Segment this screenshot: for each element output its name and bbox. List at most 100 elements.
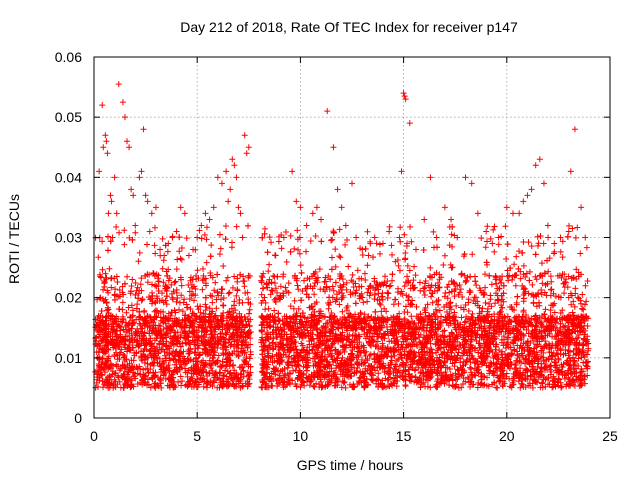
data-point-cloud: [384, 289, 391, 296]
data-point-cloud: [178, 282, 185, 289]
data-point-cloud: [119, 299, 126, 306]
data-point-cloud: [172, 278, 179, 285]
data-point-cloud: [223, 277, 230, 284]
data-point-cloud: [401, 231, 408, 238]
data-point-cloud: [364, 298, 371, 305]
data-point-cloud: [345, 263, 352, 270]
data-point-cloud: [362, 276, 369, 283]
data-point-cloud: [132, 280, 139, 287]
data-point-cloud: [258, 291, 265, 298]
data-point-cloud: [367, 351, 374, 358]
data-point-cloud: [517, 275, 524, 282]
data-point-cloud: [177, 373, 184, 380]
data-point-cloud: [559, 307, 566, 314]
data-point-cloud: [267, 291, 274, 298]
data-point-cloud: [513, 253, 520, 260]
data-point-cloud: [557, 248, 564, 255]
data-point-cloud: [452, 286, 459, 293]
data-point-cloud: [99, 266, 106, 273]
data-point-cloud: [173, 266, 180, 273]
data-point-cloud: [465, 308, 472, 315]
data-point-cloud: [476, 334, 483, 341]
data-point-cloud: [494, 384, 501, 391]
data-point-cloud: [548, 286, 555, 293]
data-point-cloud: [512, 282, 519, 289]
data-point-cloud: [151, 242, 158, 249]
data-point-cloud: [565, 294, 572, 301]
data-point-cloud: [199, 286, 206, 293]
data-point-cloud: [468, 313, 475, 320]
data-point-cloud: [542, 306, 549, 313]
data-point-cloud: [392, 296, 399, 303]
data-point-cloud: [493, 384, 500, 391]
data-point-cloud: [449, 382, 456, 389]
data-point-cloud: [213, 296, 220, 303]
data-point-cloud: [404, 309, 411, 316]
data-point-cloud: [176, 306, 183, 313]
data-point-cloud: [202, 301, 209, 308]
data-point-cloud: [106, 265, 113, 272]
data-point-cloud: [339, 354, 346, 361]
data-point-cloud: [503, 256, 510, 263]
data-point-cloud: [173, 298, 180, 305]
data-point-cloud: [343, 286, 350, 293]
data-point-cloud: [220, 294, 227, 301]
data-point-cloud: [332, 263, 339, 270]
data-point-cloud: [478, 235, 485, 242]
data-point-cloud: [129, 276, 136, 283]
data-point-cloud: [408, 378, 415, 385]
data-point-cloud: [532, 378, 539, 385]
data-point-cloud: [467, 289, 474, 296]
data-point-cloud: [145, 381, 152, 388]
data-point-cloud: [568, 301, 575, 308]
data-point-cloud: [113, 223, 120, 230]
data-point-cloud: [544, 222, 551, 229]
data-point-cloud: [229, 239, 236, 246]
data-point-cloud: [377, 301, 384, 308]
data-point-cloud: [266, 234, 273, 241]
data-point-cloud: [543, 323, 550, 330]
data-point-cloud: [273, 334, 280, 341]
data-point-cloud: [389, 251, 396, 258]
data-point-cloud: [486, 300, 493, 307]
data-point-cloud: [534, 233, 541, 240]
data-point-cloud: [354, 267, 361, 274]
data-point-cloud: [545, 268, 552, 275]
data-point-cloud: [217, 331, 224, 338]
data-point-cloud: [96, 271, 103, 278]
data-point-cloud: [572, 290, 579, 297]
data-point-cloud: [397, 238, 404, 245]
data-point-cloud: [128, 302, 135, 309]
data-point-cloud: [407, 285, 414, 292]
data-point-cloud: [432, 306, 439, 313]
data-point-cloud: [401, 283, 408, 290]
data-point-cloud: [451, 293, 458, 300]
data-point-cloud: [577, 250, 584, 257]
data-point-cloud: [291, 297, 298, 304]
data-point-cloud: [121, 227, 128, 234]
data-point-cloud: [336, 301, 343, 308]
data-point-cloud: [229, 284, 236, 291]
data-point-cloud: [448, 231, 455, 238]
data-point-cloud: [456, 282, 463, 289]
chart-title: Day 212 of 2018, Rate Of TEC Index for r…: [180, 19, 518, 35]
data-point-cloud: [211, 287, 218, 294]
data-point-cloud: [265, 305, 272, 312]
data-point-cloud: [100, 286, 107, 293]
data-point-cloud: [349, 271, 356, 278]
data-point-cloud: [397, 224, 404, 231]
data-point-cloud: [96, 295, 103, 302]
data-point-cloud: [526, 268, 533, 275]
data-point-cloud: [128, 282, 135, 289]
data-point-cloud: [294, 246, 301, 253]
data-point-cloud: [572, 285, 579, 292]
data-point-cloud: [105, 353, 112, 360]
data-point-cloud: [459, 294, 466, 301]
data-point-cloud: [490, 226, 497, 233]
data-point-cloud: [520, 238, 527, 245]
data-point-cloud: [575, 331, 582, 338]
data-point-cloud: [376, 250, 383, 257]
data-point-cloud: [484, 308, 491, 315]
data-points: [92, 81, 592, 391]
data-point-cloud: [160, 308, 167, 315]
